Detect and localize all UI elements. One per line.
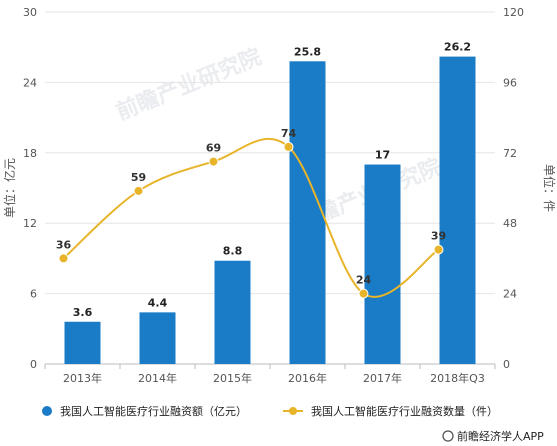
line-path <box>62 138 440 298</box>
right-tick-label: 24 <box>503 288 517 301</box>
left-tick-label: 6 <box>30 288 37 301</box>
credit-logo-icon <box>442 430 454 442</box>
x-tick-label: 2018年Q3 <box>430 371 485 385</box>
x-tick-label: 2017年 <box>363 371 402 385</box>
bar <box>214 260 251 364</box>
left-tick-label: 18 <box>23 147 37 160</box>
credit: 前瞻经济学人APP <box>442 429 544 443</box>
left-tick-label: 30 <box>23 6 37 19</box>
bar <box>364 164 401 364</box>
bar-value-label: 26.2 <box>444 41 471 54</box>
left-axis-title: 单位：亿元 <box>2 158 17 218</box>
bar-value-label: 8.8 <box>223 245 243 258</box>
line-point-label: 69 <box>206 142 221 155</box>
legend-line-marker <box>289 407 297 415</box>
bar <box>439 56 476 364</box>
watermark-text-1: 前瞻产业研究院 <box>113 44 266 126</box>
legend-line-label: 我国人工智能医疗行业融资数量（件） <box>311 404 498 418</box>
right-tick-label: 0 <box>503 358 510 371</box>
line-point <box>58 253 69 264</box>
x-axis: 2013年 2014年 2015年 2016年 2017年 2018年Q3 <box>44 364 496 385</box>
left-tick-label: 0 <box>30 358 37 371</box>
left-tick-label: 12 <box>23 217 37 230</box>
x-tick-label: 2014年 <box>138 371 177 385</box>
left-tick-label: 24 <box>23 76 37 89</box>
right-tick-label: 72 <box>503 147 517 160</box>
line-point-label: 74 <box>281 127 297 140</box>
line-point <box>208 156 219 167</box>
line-point-label: 39 <box>431 230 446 243</box>
line-point-label: 24 <box>356 274 372 287</box>
bar-value-label: 3.6 <box>73 306 93 319</box>
credit-text: 前瞻经济学人APP <box>457 429 544 443</box>
right-axis-ticks: 0 24 48 72 96 120 <box>503 6 524 371</box>
line-point <box>283 141 294 152</box>
legend-bar-label: 我国人工智能医疗行业融资额（亿元） <box>60 404 247 418</box>
bar-series: 3.6 4.4 8.8 25.8 17 26.2 <box>64 41 476 364</box>
bar <box>289 61 326 364</box>
bar-value-label: 25.8 <box>294 45 321 58</box>
left-axis-ticks: 0 6 12 18 24 30 <box>23 6 37 371</box>
bar-value-label: 4.4 <box>148 296 168 309</box>
line-point-label: 59 <box>131 171 146 184</box>
line-point <box>433 244 444 255</box>
bar <box>64 321 101 364</box>
line-point-label: 36 <box>56 238 72 251</box>
bar-value-label: 17 <box>375 149 390 162</box>
right-tick-label: 120 <box>503 6 524 19</box>
right-tick-label: 96 <box>503 76 517 89</box>
x-tick-label: 2015年 <box>213 371 252 385</box>
x-tick-label: 2016年 <box>288 371 327 385</box>
bar <box>139 312 176 364</box>
line-series: 36 59 69 74 24 39 <box>56 127 446 299</box>
line-point <box>358 288 369 299</box>
grid-lines <box>45 11 495 365</box>
right-axis-title: 单位：件 <box>542 164 557 212</box>
x-tick-label: 2013年 <box>63 371 102 385</box>
legend: 我国人工智能医疗行业融资额（亿元） 我国人工智能医疗行业融资数量（件） <box>42 404 498 418</box>
line-point <box>133 185 144 196</box>
legend-bar-swatch <box>42 406 52 416</box>
right-tick-label: 48 <box>503 217 517 230</box>
